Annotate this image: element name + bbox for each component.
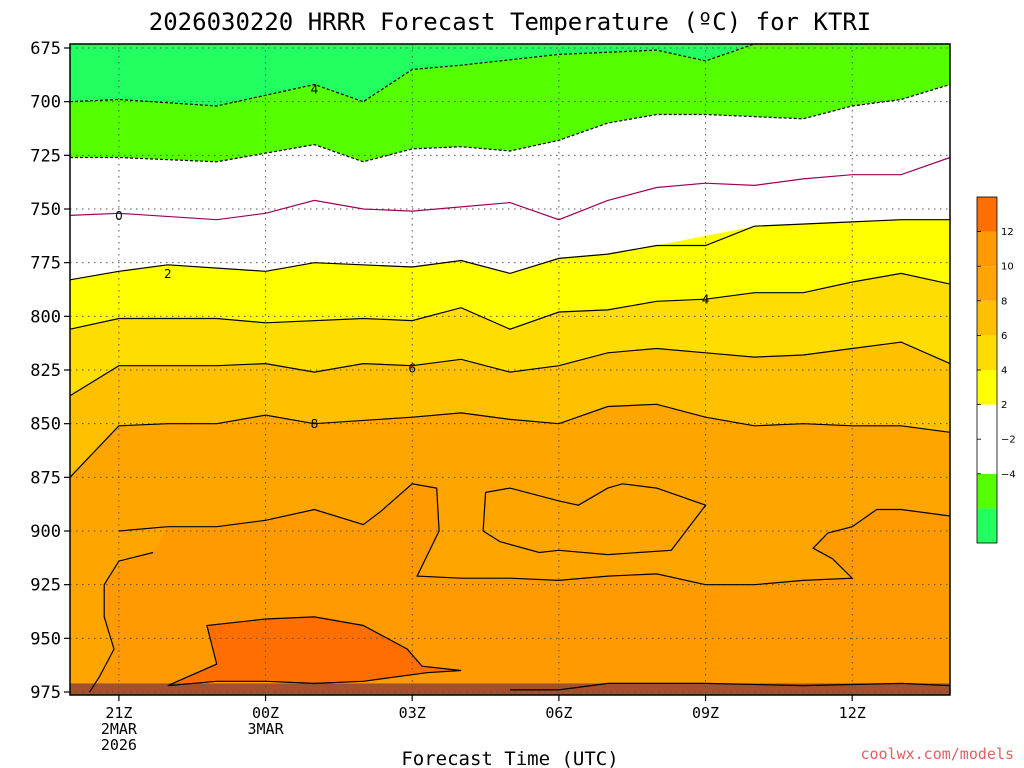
contour-line-4 <box>69 272 951 330</box>
contour-line-4 <box>69 43 950 107</box>
contour-line--2 <box>70 83 951 163</box>
contour-line-8 <box>69 403 951 478</box>
x-axis-label: Forecast Time (UTC) <box>401 748 618 768</box>
y-tick-label: 950 <box>30 629 61 649</box>
contour-line-2 <box>69 219 950 281</box>
fill-region-12__14 <box>167 616 462 686</box>
contour-label-layer: 4 0 2 4 6 8 <box>115 82 710 431</box>
fill-region-8__10-pocket <box>483 483 706 555</box>
colorbar-tick-label: 6 <box>1001 331 1007 342</box>
contour-label-4: 4 <box>702 293 710 307</box>
y-tick-label: 900 <box>30 522 61 542</box>
contour-line-6 <box>69 341 951 397</box>
colorbar-band <box>977 300 997 336</box>
fill-region--4__-2 <box>70 44 950 162</box>
grid-layer <box>70 44 950 695</box>
contour-line-12 <box>167 616 462 687</box>
contour-label-6: 6 <box>408 361 416 375</box>
colorbar-tick-label: 12 <box>1001 227 1014 238</box>
y-tick-label: 700 <box>30 93 61 113</box>
y-axis: 675 700 725 750 775 800 825 850 875 900 925 950 975 <box>30 39 70 703</box>
x-tick-label: 06Z <box>545 704 572 722</box>
y-tick-label: 875 <box>30 468 61 488</box>
colorbar-band <box>977 266 997 301</box>
x-tick-label: 12Z <box>839 704 866 722</box>
fill-layer <box>70 44 951 692</box>
chart-title: 2026030220 HRRR Forecast Temperature (ºC… <box>149 8 871 36</box>
y-tick-label: 800 <box>30 307 61 327</box>
y-tick-label: 675 <box>30 39 61 59</box>
x-tick-label: 2MAR <box>101 720 138 738</box>
colorbar-band <box>977 439 997 474</box>
contour-label-0: 0 <box>115 209 123 223</box>
colorbar-band <box>977 335 997 370</box>
colorbar-band <box>977 370 997 405</box>
colorbar-band <box>977 231 997 267</box>
x-tick-label: 3MAR <box>247 720 284 738</box>
y-tick-label: 925 <box>30 576 61 596</box>
contour-line-10 <box>118 483 951 586</box>
contour-line-12 <box>510 682 951 691</box>
colorbar-band <box>977 197 997 232</box>
x-tick-label: 21Z <box>105 704 132 722</box>
contour-label-2: 2 <box>164 267 172 281</box>
colorbar-tick-label: −4 <box>1001 469 1016 480</box>
fill-region--6__-4 <box>70 44 950 106</box>
contour-line-0 <box>69 156 951 221</box>
x-tick-label: 09Z <box>692 704 719 722</box>
colorbar-band <box>977 473 997 509</box>
colorbar: 12 10 8 6 4 2 −2 −4 <box>976 196 1016 544</box>
fill-region-2__4 <box>70 219 950 330</box>
colorbar-tick-label: −2 <box>1001 435 1016 446</box>
y-tick-label: 775 <box>30 254 61 274</box>
contour-line-10 <box>482 483 707 556</box>
colorbar-tick-label: 10 <box>1001 262 1014 273</box>
fill-region-4__6 <box>70 273 950 396</box>
colorbar-tick-label: 8 <box>1001 296 1007 307</box>
fill-region-6__8 <box>70 342 950 478</box>
colorbar-band <box>977 508 997 543</box>
x-tick-label: 03Z <box>399 704 426 722</box>
ground-layer <box>70 683 950 695</box>
y-tick-label: 850 <box>30 415 61 435</box>
contour-line-10 <box>89 551 154 693</box>
colorbar-band <box>977 404 997 440</box>
contour-label-8: 8 <box>311 417 319 431</box>
x-tick-label: 2026 <box>101 736 137 754</box>
colorbar-tick-label: 2 <box>1001 400 1007 411</box>
contour-label-4: 4 <box>311 82 319 96</box>
credit-text: coolwx.com/models <box>860 745 1014 763</box>
x-tick-label: 00Z <box>252 704 279 722</box>
y-tick-label: 975 <box>30 683 61 703</box>
y-tick-label: 750 <box>30 200 61 220</box>
fill-region--2__2 <box>70 84 950 280</box>
ground-band <box>70 683 950 695</box>
contour-layer <box>69 43 951 693</box>
y-tick-label: 725 <box>30 146 61 166</box>
y-tick-label: 825 <box>30 361 61 381</box>
colorbar-tick-label: 4 <box>1001 366 1007 377</box>
